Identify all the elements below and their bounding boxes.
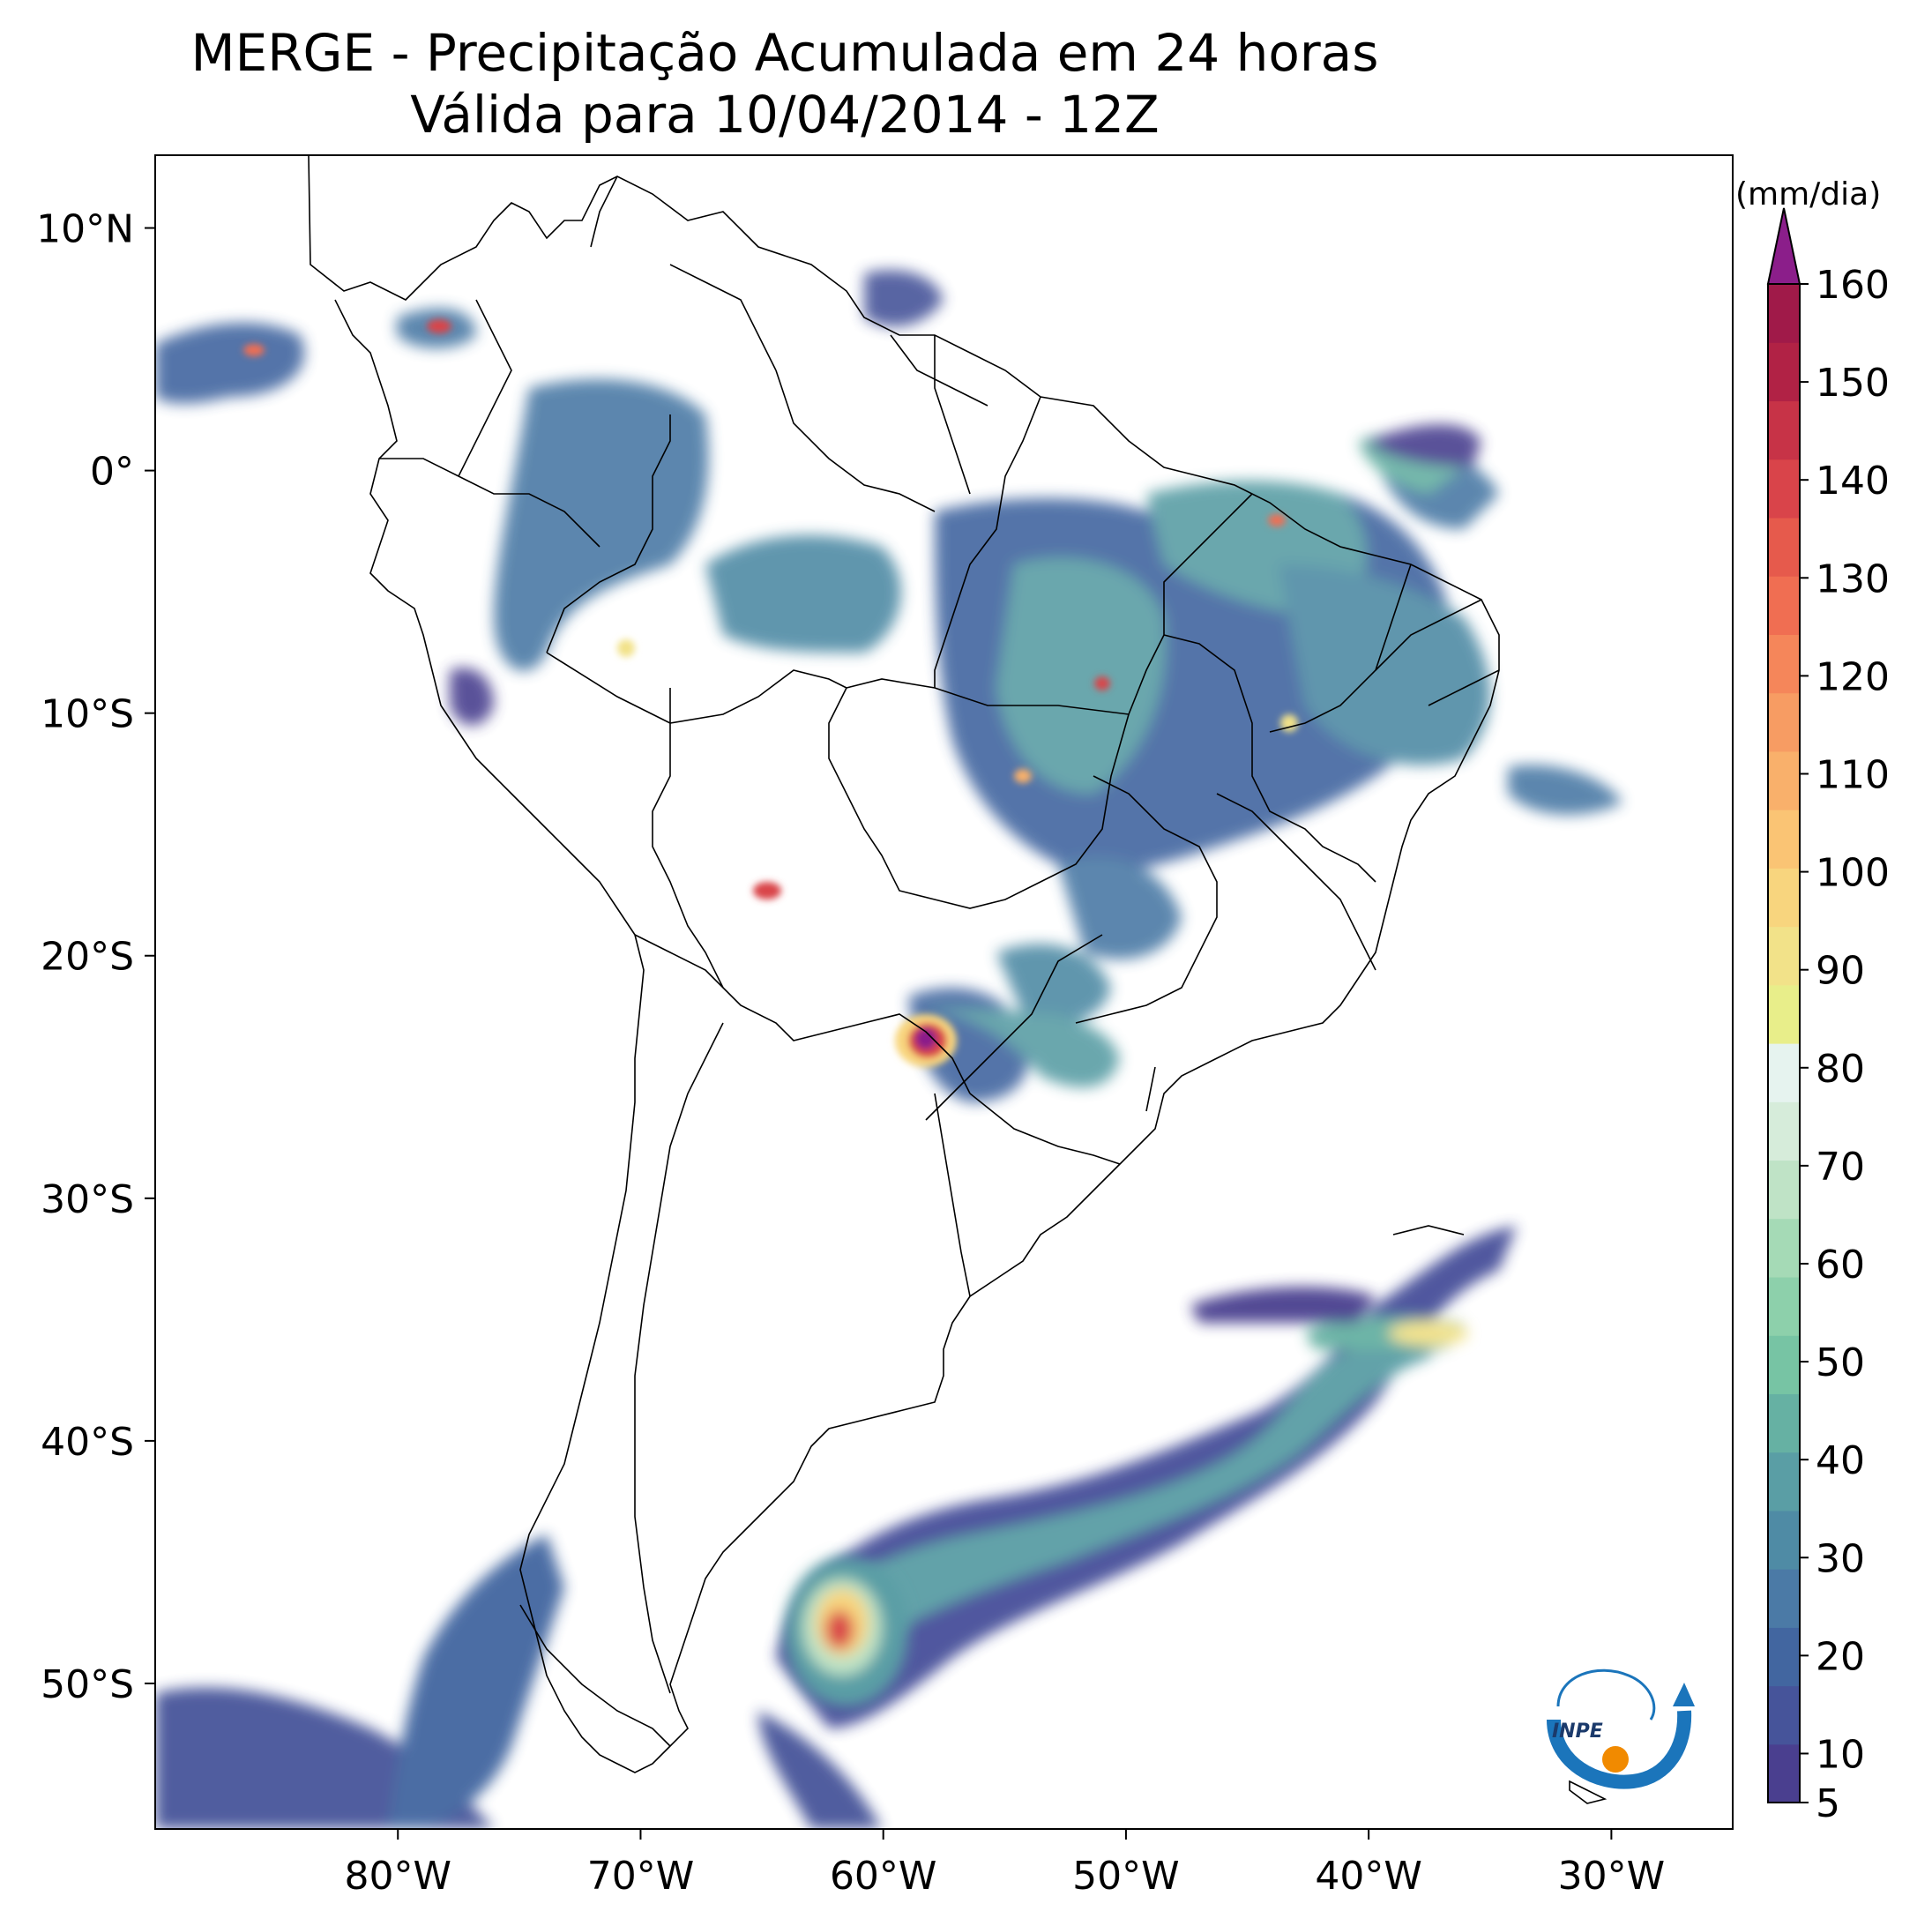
colorbar: 510 20 30 40 50 60 70 80 90 100 110 120 130 140 150 160 xyxy=(1766,207,1890,1826)
lon-tick-label: 60°W xyxy=(830,1854,937,1899)
lon-tick-label: 70°W xyxy=(587,1854,695,1899)
colorbar-segment xyxy=(1768,1510,1800,1570)
colorbar-tick-label: 150 xyxy=(1816,361,1890,406)
lon-tick-label: 30°W xyxy=(1558,1854,1666,1899)
colorbar-segment xyxy=(1768,1043,1800,1102)
map-subtitle: Válida para 10/04/2014 - 12Z xyxy=(410,85,1160,145)
colorbar-extend-arrow xyxy=(1766,207,1801,285)
colorbar-segment xyxy=(1768,459,1800,519)
colorbar-segment xyxy=(1768,692,1800,752)
colorbar-tick-label: 50 xyxy=(1816,1340,1865,1385)
colorbar-tick-label: 130 xyxy=(1816,556,1890,601)
colorbar-tick-label: 5 xyxy=(1816,1781,1840,1826)
coastline-and-borders xyxy=(308,155,1608,1804)
lat-tick-label: 50°S xyxy=(41,1662,134,1707)
colorbar-tick-label: 10 xyxy=(1816,1732,1865,1777)
colorbar-segment xyxy=(1768,1101,1800,1161)
lat-tick-label: 20°S xyxy=(41,935,134,980)
precipitation-field xyxy=(155,270,1622,1829)
colorbar-segment xyxy=(1768,1160,1800,1220)
colorbar-segment xyxy=(1768,342,1800,402)
inpe-logo: INPE xyxy=(1547,1668,1695,1789)
longitude-axis: 80°W 70°W 60°W 50°W 40°W 30°W xyxy=(344,1829,1665,1899)
colorbar-segment xyxy=(1768,1569,1800,1628)
map-title: MERGE - Precipitação Acumulada em 24 hor… xyxy=(190,23,1379,83)
colorbar-segment xyxy=(1768,1276,1800,1336)
lat-tick-label: 10°S xyxy=(41,692,134,737)
colorbar-tick-label: 20 xyxy=(1816,1634,1865,1679)
colorbar-segment xyxy=(1768,1685,1800,1745)
colorbar-segment xyxy=(1768,517,1800,577)
colorbar-segment xyxy=(1768,576,1800,635)
colorbar-segment xyxy=(1768,284,1800,343)
lon-tick-label: 80°W xyxy=(344,1854,451,1899)
colorbar-unit-label: (mm/dia) xyxy=(1735,176,1882,213)
lon-tick-label: 50°W xyxy=(1072,1854,1180,1899)
svg-text:INPE: INPE xyxy=(1552,1721,1603,1743)
colorbar-segment xyxy=(1768,1627,1800,1687)
colorbar-tick-label: 80 xyxy=(1816,1047,1865,1092)
colorbar-segment xyxy=(1768,1335,1800,1394)
colorbar-segment xyxy=(1768,634,1800,694)
colorbar-tick-label: 100 xyxy=(1816,851,1890,896)
lat-tick-label: 0° xyxy=(90,450,134,495)
colorbar-segment xyxy=(1768,868,1800,928)
lon-tick-label: 40°W xyxy=(1315,1854,1422,1899)
latitude-axis: 10°N 0° 10°S 20°S 30°S 40°S 50°S xyxy=(36,207,155,1707)
colorbar-segment xyxy=(1768,984,1800,1044)
colorbar-segment xyxy=(1768,400,1800,460)
colorbar-segment xyxy=(1768,1452,1800,1512)
lat-tick-label: 40°S xyxy=(41,1420,134,1465)
colorbar-segment xyxy=(1768,1393,1800,1453)
colorbar-tick-label: 90 xyxy=(1816,949,1865,994)
colorbar-segment xyxy=(1768,810,1800,869)
colorbar-segment xyxy=(1768,1743,1800,1803)
colorbar-tick-label: 40 xyxy=(1816,1438,1865,1483)
colorbar-tick-label: 160 xyxy=(1816,263,1890,308)
colorbar-frame xyxy=(1767,283,1801,1803)
lat-tick-label: 30°S xyxy=(41,1177,134,1222)
colorbar-tick-label: 120 xyxy=(1816,654,1890,699)
colorbar-segment xyxy=(1768,1218,1800,1278)
colorbar-tick-label: 140 xyxy=(1816,459,1890,504)
colorbar-tick-label: 70 xyxy=(1816,1145,1865,1190)
map-frame xyxy=(154,154,1734,1830)
colorbar-segment xyxy=(1768,750,1800,810)
colorbar-tick-label: 60 xyxy=(1816,1243,1865,1288)
colorbar-segment xyxy=(1768,926,1800,986)
colorbar-tick-label: 30 xyxy=(1816,1536,1865,1581)
lat-tick-label: 10°N xyxy=(36,207,134,252)
colorbar-tick-label: 110 xyxy=(1816,752,1890,797)
